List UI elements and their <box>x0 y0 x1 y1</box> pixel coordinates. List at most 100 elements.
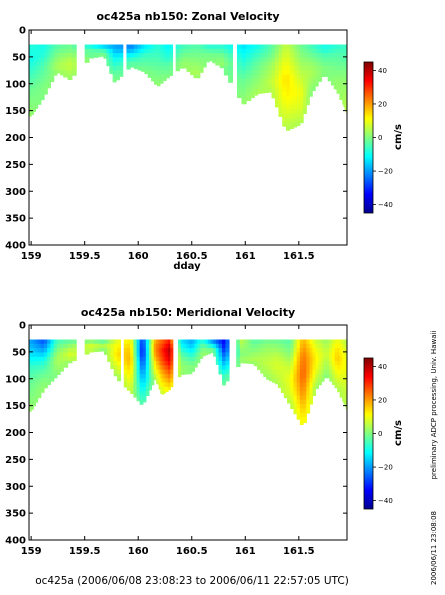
field-cell <box>141 66 145 71</box>
field-cell <box>190 70 194 76</box>
field-cell <box>158 343 161 349</box>
field-cell <box>196 70 201 76</box>
field-cell <box>344 395 347 401</box>
field-cell <box>35 100 39 106</box>
field-cell <box>274 382 279 385</box>
field-cell <box>280 343 285 349</box>
chart-title: oc425a nb150: Zonal Velocity <box>97 10 280 23</box>
field-cell <box>40 48 45 54</box>
field-cell <box>35 352 39 358</box>
field-cell <box>202 53 207 59</box>
field-cell <box>154 74 158 80</box>
field-cell <box>162 378 165 384</box>
field-cell <box>299 104 304 110</box>
field-cell <box>278 48 283 54</box>
field-cell <box>309 395 314 401</box>
field-cell <box>31 48 34 54</box>
field-cell <box>71 343 77 349</box>
field-cell <box>144 44 149 50</box>
field-cell <box>166 57 170 63</box>
field-cell <box>40 386 45 392</box>
field-cell <box>179 61 184 67</box>
field-cell <box>199 339 204 345</box>
colorbar-tick-label: 40 <box>378 363 387 371</box>
field-cell <box>342 61 344 67</box>
field-cell <box>277 339 282 345</box>
field-cell <box>285 83 291 89</box>
field-cell <box>29 104 32 110</box>
zonal-velocity-panel: oc425a nb150: Zonal Velocity 05010015020… <box>5 10 404 272</box>
field-cell <box>158 373 161 379</box>
field-cell <box>212 53 216 59</box>
field-cell <box>290 378 295 384</box>
field-cell <box>332 339 336 345</box>
field-cell <box>37 356 42 362</box>
field-cell <box>312 78 316 84</box>
field-cell <box>289 87 295 93</box>
field-cell <box>100 53 105 57</box>
field-cell <box>158 386 161 390</box>
field-cell <box>141 61 145 67</box>
field-cell <box>345 74 347 80</box>
field-cell <box>334 365 338 371</box>
field-cell <box>312 356 317 362</box>
field-cell <box>191 356 196 362</box>
field-cell <box>144 48 149 54</box>
field-cell <box>268 91 273 93</box>
field-cell <box>37 395 42 399</box>
field-cell <box>47 53 52 59</box>
field-cell <box>306 83 310 89</box>
field-cell <box>344 104 347 110</box>
field-cell <box>43 343 48 349</box>
field-cell <box>53 365 58 371</box>
field-cell <box>223 53 229 59</box>
field-cell <box>343 48 346 54</box>
colorbar-gradient <box>363 61 374 214</box>
field-cell <box>29 356 32 362</box>
field-cell <box>47 382 52 386</box>
field-cell <box>333 78 338 84</box>
field-cell <box>53 61 58 67</box>
field-cell <box>266 343 270 349</box>
field-cell <box>115 78 120 81</box>
field-cell <box>303 395 307 401</box>
field-cell <box>274 78 280 84</box>
field-cell <box>327 57 332 63</box>
field-cell <box>31 61 34 67</box>
field-cell <box>158 382 161 388</box>
field-cell <box>296 57 301 63</box>
field-cell <box>343 369 346 375</box>
field-cell <box>88 348 94 353</box>
field-cell <box>67 61 73 67</box>
field-cell <box>37 91 42 97</box>
field-cell <box>285 104 291 110</box>
field-cell <box>342 391 344 397</box>
field-cell <box>162 44 167 50</box>
field-cell <box>257 53 262 59</box>
field-cell <box>109 44 114 50</box>
field-cell <box>299 113 304 119</box>
field-cell <box>40 365 45 371</box>
field-cell <box>88 48 94 54</box>
x-axis-label: dday <box>173 261 201 272</box>
field-cell <box>180 369 185 375</box>
field-cell <box>246 87 252 93</box>
field-cell <box>296 113 301 119</box>
field-cell <box>299 386 304 392</box>
field-cell <box>56 352 61 358</box>
field-cell <box>303 361 307 366</box>
field-cell <box>100 348 105 352</box>
field-cell <box>282 113 287 119</box>
field-cell <box>169 61 174 67</box>
field-cell <box>225 356 230 362</box>
field-cell <box>330 61 335 67</box>
field-cell <box>31 339 34 345</box>
field-cell <box>145 339 150 345</box>
field-cell <box>84 53 90 59</box>
field-cell <box>219 44 225 50</box>
field-cell <box>299 78 304 84</box>
field-cell <box>236 48 243 54</box>
field-cell <box>175 70 180 72</box>
field-cell <box>293 87 298 93</box>
